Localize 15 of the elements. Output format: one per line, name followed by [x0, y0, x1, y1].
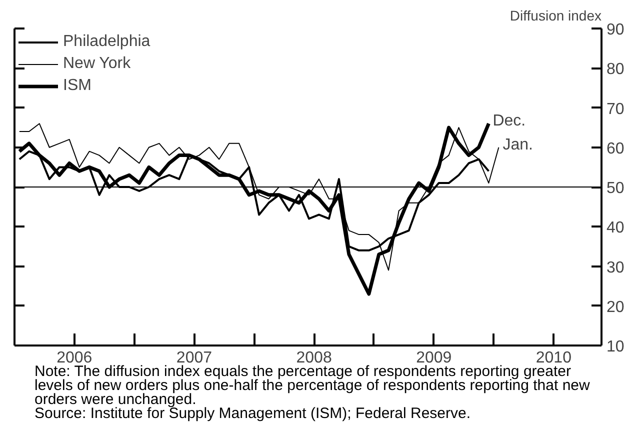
- y-tick-label: 80: [606, 61, 624, 78]
- y-tick-label: 70: [606, 100, 624, 118]
- y-tick-label: 10: [606, 338, 624, 356]
- y-tick-label: 20: [606, 298, 624, 316]
- legend-label: New York: [63, 55, 131, 73]
- annotation: Jan.: [502, 136, 533, 154]
- y-tick-label: 90: [606, 22, 624, 38]
- y-tick-label: 40: [606, 220, 624, 237]
- annotation: Dec.: [492, 112, 526, 130]
- legend-label: Philadelphia: [63, 33, 150, 51]
- y-axis-title: Diffusion index: [510, 8, 602, 24]
- y-tick-label: 60: [606, 140, 624, 158]
- legend-label: ISM: [63, 77, 92, 95]
- y-tick-label: 30: [606, 259, 624, 276]
- y-tick-label: 50: [606, 180, 624, 197]
